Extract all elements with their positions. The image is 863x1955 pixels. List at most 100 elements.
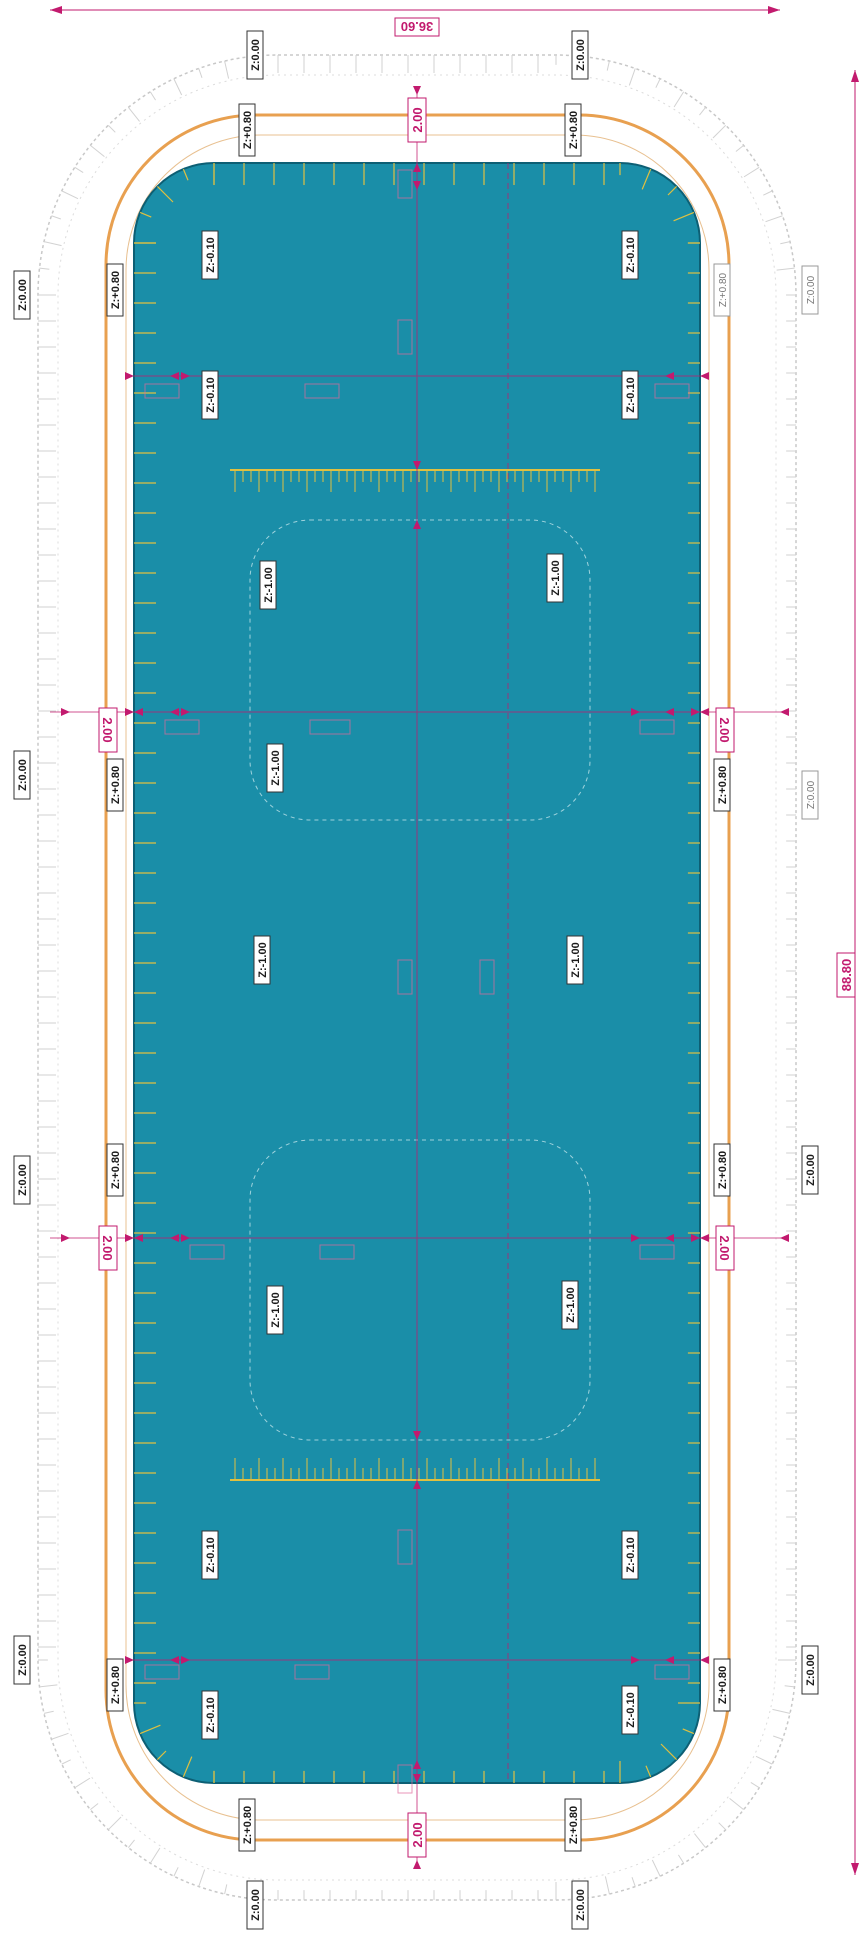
terrain-hatch xyxy=(198,68,203,78)
dim-arrowhead xyxy=(170,1234,179,1242)
terrain-hatch xyxy=(718,1822,727,1831)
dim-arrowhead xyxy=(691,708,700,716)
outer-terrain-inner-line xyxy=(57,74,777,1881)
dim-arrowhead xyxy=(665,708,674,716)
dim-arrowhead xyxy=(170,708,179,716)
elev-outer-label: Z:0.00 xyxy=(805,1654,817,1686)
dim-left-lower-box xyxy=(98,1225,118,1271)
elev-deck-box xyxy=(713,1658,731,1712)
elev-shallow-label: Z:-0.10 xyxy=(205,1537,217,1572)
elev-deep-box xyxy=(253,935,271,985)
terrain-hatch xyxy=(43,1710,54,1714)
ghost-box xyxy=(397,959,413,995)
elev-deck-box xyxy=(564,1798,582,1852)
elev-deep-box xyxy=(259,560,277,610)
elev-outer-box xyxy=(13,1635,31,1685)
elev-deck-label: Z:+0.80 xyxy=(110,766,122,804)
terrain-hatch xyxy=(51,215,61,220)
elev-outer-label: Z:0.00 xyxy=(17,1164,29,1196)
elev-shallow-box xyxy=(621,1530,639,1580)
dim-arrowhead xyxy=(700,708,709,716)
elev-deep-label: Z:-1.00 xyxy=(570,942,582,977)
elev-shallow-box xyxy=(621,1685,639,1735)
dim-arrowhead xyxy=(181,1234,190,1242)
slope-tick xyxy=(660,1743,677,1760)
terrain-hatch xyxy=(149,91,157,101)
dim-arrowhead xyxy=(413,1480,421,1489)
terrain-hatch xyxy=(61,1759,71,1765)
elev-outer-box xyxy=(246,1880,264,1930)
terrain-hatch xyxy=(694,1833,707,1848)
elev-outer-label: Z:0.00 xyxy=(806,275,817,304)
ghost-box xyxy=(189,1244,225,1260)
terrain-hatch xyxy=(677,1854,685,1864)
elev-outer-label: Z:0.00 xyxy=(17,279,29,311)
ghost-box xyxy=(654,1664,690,1680)
slope-tick xyxy=(182,1756,193,1778)
dim-arrowhead xyxy=(631,1234,640,1242)
dim-arrowhead xyxy=(700,372,709,380)
terrain-hatch-marks xyxy=(38,55,796,1900)
elev-outer-box xyxy=(246,30,264,80)
dim-right-lower-text: 2.00 xyxy=(717,1235,732,1260)
terrain-hatch xyxy=(51,1732,69,1740)
terrain-hatch xyxy=(765,215,783,223)
dim-width-box xyxy=(394,17,440,37)
ghost-box xyxy=(294,1664,330,1680)
slope-tick xyxy=(673,211,695,222)
ghost-box xyxy=(319,1244,355,1260)
elev-deck-label: Z:+0.80 xyxy=(242,111,254,149)
outer-terrain-boundary xyxy=(37,54,797,1901)
elev-deck-label: Z:+0.80 xyxy=(110,271,122,309)
terrain-hatch xyxy=(107,1816,122,1831)
terrain-hatch xyxy=(673,91,685,108)
elev-outer-label: Z:0.00 xyxy=(17,759,29,791)
deep-zone-lower-outline xyxy=(249,1139,591,1441)
terrain-hatch xyxy=(61,190,79,200)
elev-outer-box xyxy=(801,265,819,315)
dim-arrowhead xyxy=(413,1760,421,1769)
dim-arrowhead xyxy=(181,1656,190,1664)
terrain-hatch xyxy=(43,241,62,247)
dim-arrowhead xyxy=(170,372,179,380)
ghost-box xyxy=(397,169,413,199)
terrain-hatch xyxy=(173,78,183,96)
ghost-box xyxy=(654,383,690,399)
ghost-box xyxy=(164,719,200,735)
dim-bottom-center-box xyxy=(407,1812,427,1858)
terrain-hatch xyxy=(651,1859,661,1877)
dim-arrowhead xyxy=(134,1234,143,1242)
elev-deep-box xyxy=(561,1280,579,1330)
terrain-hatch xyxy=(773,1735,783,1740)
deep-zone-upper-outline xyxy=(249,519,591,821)
dim-arrowhead xyxy=(125,1656,134,1664)
ghost-box xyxy=(397,1529,413,1565)
dim-arrowhead xyxy=(413,163,421,172)
terrain-hatch xyxy=(712,124,727,139)
terrain-hatch xyxy=(127,107,140,122)
elev-shallow-box xyxy=(201,1530,219,1580)
elev-deep-label: Z:-1.00 xyxy=(263,567,275,602)
elev-outer-box xyxy=(801,770,819,820)
elev-shallow-box xyxy=(201,230,219,280)
elev-outer-label: Z:0.00 xyxy=(805,1154,817,1186)
ghost-box xyxy=(397,319,413,355)
dim-arrowhead xyxy=(50,6,62,14)
terrain-hatch xyxy=(74,1777,91,1789)
terrain-hatch xyxy=(90,1803,99,1811)
elev-deep-label: Z:-1.00 xyxy=(257,942,269,977)
ghost-box xyxy=(397,1764,413,1794)
elev-shallow-label: Z:-0.10 xyxy=(205,237,217,272)
dim-left-lower-text: 2.00 xyxy=(100,1235,115,1260)
ghost-box xyxy=(479,959,495,995)
dim-left-upper-text: 2.00 xyxy=(100,717,115,742)
dim-arrowhead xyxy=(413,1431,421,1440)
elev-deck-box xyxy=(713,263,731,317)
elev-outer-box xyxy=(571,30,589,80)
dim-arrowhead xyxy=(665,1656,674,1664)
terrain-hatch xyxy=(750,1781,760,1789)
elev-deck-label: Z:+0.80 xyxy=(242,1806,254,1844)
dim-right-upper-text: 2.00 xyxy=(717,717,732,742)
terrain-hatch xyxy=(631,1877,636,1887)
ghost-box xyxy=(144,383,180,399)
